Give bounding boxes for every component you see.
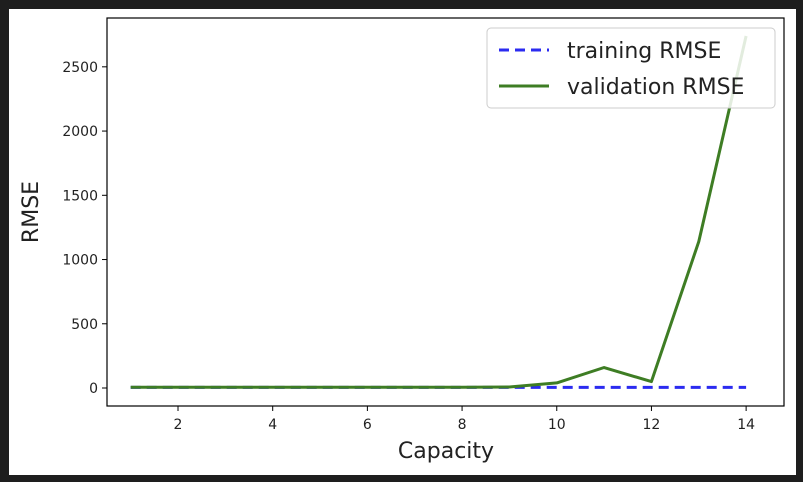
- y-tick-label: 1500: [62, 188, 98, 204]
- axes-layer: [106, 17, 785, 407]
- x-tick-label: 4: [268, 417, 277, 433]
- legend-label-training: training RMSE: [567, 39, 721, 64]
- legend-box: [486, 27, 776, 109]
- legend: training RMSE validation RMSE: [486, 27, 776, 109]
- plot-frame: [106, 17, 785, 407]
- x-tick-label: 6: [363, 417, 372, 433]
- chart-figure: 2 4 6 8 10 12 14 0 500 1000 1500 2000 2500 Capacity …: [9, 9, 796, 475]
- y-tick-label: 2000: [62, 124, 98, 140]
- y-tick-label: 500: [71, 317, 98, 333]
- x-tick-label: 10: [548, 417, 566, 433]
- x-tick-label: 12: [643, 417, 661, 433]
- series-line-validation: [130, 35, 748, 389]
- legend-label-validation: validation RMSE: [567, 75, 744, 100]
- y-tick-label: 1000: [62, 253, 98, 269]
- ticks-layer: 2 4 6 8 10 12 14 0 500 1000 1500 2000 2500: [62, 60, 755, 433]
- series-layer: [130, 35, 748, 389]
- y-axis-title: RMSE: [19, 181, 44, 243]
- x-tick-label: 2: [174, 417, 183, 433]
- y-tick-label: 0: [89, 381, 98, 397]
- x-tick-label: 8: [458, 417, 467, 433]
- x-axis-title: Capacity: [398, 439, 494, 464]
- y-tick-label: 2500: [62, 60, 98, 76]
- x-tick-label: 14: [737, 417, 755, 433]
